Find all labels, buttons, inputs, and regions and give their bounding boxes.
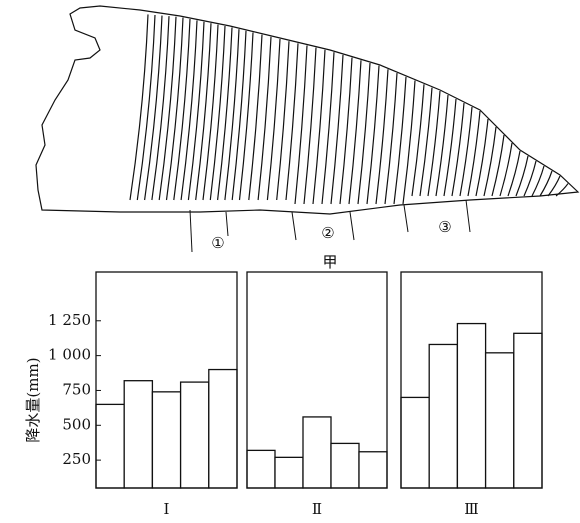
y-tick-label: 1 000 bbox=[48, 346, 91, 364]
ring bbox=[375, 69, 389, 205]
ring bbox=[224, 29, 240, 201]
y-tick-label: 250 bbox=[62, 450, 91, 468]
bar bbox=[400, 396, 430, 489]
ring bbox=[411, 84, 425, 197]
ring bbox=[419, 87, 433, 197]
ring bbox=[129, 14, 149, 201]
ring bbox=[303, 47, 317, 205]
ring bbox=[427, 90, 441, 197]
caption: 甲 bbox=[322, 253, 337, 271]
ring bbox=[523, 160, 537, 197]
ring bbox=[202, 24, 219, 201]
ring bbox=[531, 165, 545, 197]
x-axis-label: Ⅲ bbox=[464, 500, 478, 518]
bar bbox=[208, 368, 238, 489]
ring bbox=[144, 15, 163, 201]
ring bbox=[165, 17, 184, 201]
ring bbox=[238, 32, 254, 201]
bar bbox=[302, 416, 332, 489]
ring bbox=[459, 106, 473, 197]
ring bbox=[507, 150, 521, 197]
y-axis-label: 降水量(mm) bbox=[24, 357, 42, 442]
plot-frame bbox=[246, 271, 388, 489]
bar bbox=[274, 456, 304, 489]
ring bbox=[515, 155, 529, 197]
bar bbox=[513, 332, 543, 489]
ring bbox=[393, 76, 407, 205]
y-tick-label: 1 250 bbox=[48, 311, 91, 329]
ring bbox=[266, 38, 281, 201]
ring bbox=[467, 110, 481, 197]
ring bbox=[384, 73, 398, 205]
ring bbox=[136, 14, 156, 201]
ring bbox=[348, 60, 362, 205]
marker-line bbox=[189, 209, 193, 253]
ring bbox=[276, 41, 290, 201]
ring bbox=[217, 27, 233, 201]
marker-line bbox=[225, 211, 229, 237]
ring-map bbox=[35, 5, 580, 215]
bar bbox=[95, 403, 125, 489]
ring bbox=[312, 49, 326, 205]
bar bbox=[484, 352, 515, 489]
ring bbox=[451, 102, 465, 197]
ring bbox=[294, 45, 308, 205]
bar bbox=[179, 381, 210, 489]
ring bbox=[209, 25, 226, 201]
ring bbox=[187, 21, 205, 201]
marker-line bbox=[291, 211, 297, 241]
ring bbox=[499, 142, 513, 197]
marker-line bbox=[403, 204, 409, 233]
ring bbox=[195, 23, 212, 201]
y-tick-label: 500 bbox=[62, 415, 91, 433]
ring bbox=[151, 16, 170, 201]
ring bbox=[443, 98, 457, 197]
ring bbox=[158, 16, 177, 201]
ring bbox=[402, 80, 416, 205]
bar bbox=[456, 322, 487, 489]
x-axis-label: Ⅱ bbox=[312, 500, 322, 518]
ring bbox=[231, 30, 247, 201]
ring bbox=[539, 170, 553, 197]
bar bbox=[246, 449, 276, 489]
marker-line bbox=[465, 199, 471, 233]
ring bbox=[357, 62, 371, 205]
bar bbox=[123, 380, 154, 489]
ring bbox=[321, 52, 335, 205]
x-axis-label: Ⅰ bbox=[164, 500, 170, 518]
ring bbox=[555, 183, 569, 197]
plot-frame bbox=[400, 271, 543, 489]
ring bbox=[475, 118, 489, 197]
outline bbox=[35, 5, 580, 215]
ring bbox=[339, 57, 353, 205]
marker-line bbox=[349, 211, 355, 241]
ring bbox=[491, 134, 505, 197]
marker: ③ bbox=[438, 218, 451, 236]
ring bbox=[257, 36, 272, 201]
bar bbox=[151, 391, 182, 489]
ring bbox=[285, 43, 299, 201]
marker: ① bbox=[211, 234, 224, 252]
y-tick-label: 750 bbox=[62, 380, 91, 398]
ring bbox=[366, 65, 380, 205]
ring bbox=[330, 54, 344, 205]
bar bbox=[358, 451, 388, 489]
ring bbox=[483, 126, 497, 197]
ring bbox=[435, 94, 449, 197]
ring bbox=[547, 175, 561, 197]
ring bbox=[248, 34, 263, 201]
bar bbox=[428, 343, 459, 489]
plot-frame bbox=[95, 271, 238, 489]
ring bbox=[173, 18, 191, 201]
ring bbox=[180, 20, 198, 201]
marker: ② bbox=[321, 224, 334, 242]
bar bbox=[330, 442, 360, 489]
